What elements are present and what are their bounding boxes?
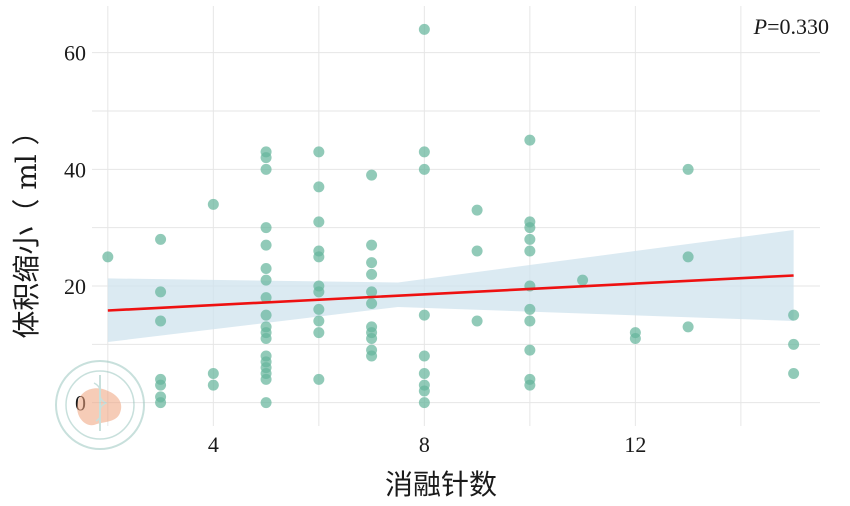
data-point — [260, 222, 272, 234]
data-point — [788, 368, 800, 379]
data-point — [313, 303, 325, 315]
data-point — [418, 397, 430, 409]
data-point — [524, 233, 536, 245]
data-point — [155, 286, 167, 298]
data-point — [682, 163, 694, 175]
data-point — [260, 163, 272, 175]
data-point — [313, 181, 325, 193]
data-point — [418, 23, 430, 35]
y-tick-label: 60 — [64, 41, 86, 66]
data-point — [313, 315, 325, 327]
watermark-logo — [55, 360, 145, 450]
grid-lines — [92, 6, 820, 426]
p-value-text: =0.330 — [767, 14, 829, 39]
data-point — [366, 350, 378, 362]
data-point — [524, 222, 536, 234]
data-point — [313, 286, 325, 298]
data-point — [260, 397, 272, 409]
data-point — [207, 198, 219, 210]
data-point — [682, 321, 694, 333]
data-point — [524, 315, 536, 327]
data-point — [366, 286, 378, 298]
data-point — [155, 315, 167, 327]
data-point — [788, 309, 800, 321]
data-point — [366, 268, 378, 280]
p-value-symbol: P — [753, 14, 767, 39]
data-point — [260, 292, 272, 304]
data-point — [155, 233, 167, 245]
data-point — [524, 344, 536, 356]
y-tick-label: 40 — [64, 157, 86, 182]
data-point — [260, 263, 272, 274]
data-point — [577, 274, 589, 286]
data-point — [418, 368, 430, 379]
data-point — [313, 373, 325, 385]
data-point — [260, 333, 272, 344]
tick-labels: 48120204060 — [64, 41, 646, 457]
data-point — [366, 239, 378, 251]
data-point — [155, 397, 167, 409]
confidence-band-layer — [107, 230, 794, 342]
data-point — [313, 251, 325, 263]
data-point — [207, 379, 219, 391]
regression-line — [107, 274, 794, 312]
data-point — [366, 298, 378, 309]
x-tick-label: 12 — [624, 432, 646, 457]
data-point — [313, 216, 325, 228]
x-tick-label: 8 — [419, 432, 430, 457]
y-axis-title: 体积缩小（ ml ） — [10, 117, 43, 338]
data-point — [682, 251, 694, 263]
data-point — [788, 338, 800, 350]
data-point — [313, 327, 325, 339]
data-point — [418, 350, 430, 362]
data-point — [366, 257, 378, 269]
data-point — [471, 315, 483, 327]
confidence-band — [107, 230, 794, 342]
x-tick-label: 4 — [208, 432, 219, 457]
fit-line-layer — [107, 274, 794, 312]
data-point — [260, 274, 272, 286]
data-point — [366, 169, 378, 181]
data-points — [102, 23, 800, 409]
data-point — [418, 163, 430, 175]
data-point — [471, 204, 483, 216]
data-point — [102, 251, 114, 263]
data-point — [524, 303, 536, 315]
data-point — [260, 239, 272, 251]
data-point — [418, 146, 430, 158]
x-axis-title: 消融针数 — [385, 468, 497, 501]
data-point — [418, 309, 430, 321]
data-point — [524, 134, 536, 146]
data-point — [524, 245, 536, 257]
data-point — [471, 245, 483, 257]
p-value-annotation: P=0.330 — [753, 14, 829, 39]
data-point — [155, 379, 167, 391]
data-point — [418, 385, 430, 397]
data-point — [524, 379, 536, 391]
data-point — [629, 333, 641, 344]
data-point — [207, 368, 219, 379]
data-point — [313, 146, 325, 158]
data-point — [366, 333, 378, 344]
data-point — [260, 373, 272, 385]
data-point — [260, 152, 272, 164]
y-tick-label: 20 — [64, 274, 86, 299]
data-point — [260, 309, 272, 321]
